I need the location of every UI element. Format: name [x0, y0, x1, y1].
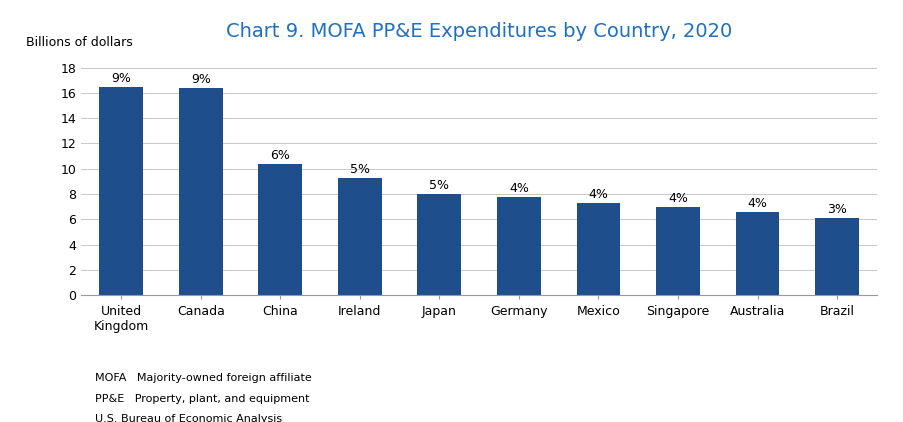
- Text: 9%: 9%: [111, 72, 131, 85]
- Text: 3%: 3%: [826, 203, 846, 216]
- Text: 4%: 4%: [667, 192, 687, 205]
- Bar: [815, 218, 858, 295]
- Bar: [576, 203, 619, 295]
- Bar: [99, 87, 143, 295]
- Text: 9%: 9%: [191, 73, 210, 86]
- Text: 6%: 6%: [270, 149, 290, 162]
- Bar: [338, 178, 381, 295]
- Text: Billions of dollars: Billions of dollars: [25, 36, 132, 49]
- Text: U.S. Bureau of Economic Analysis: U.S. Bureau of Economic Analysis: [95, 414, 282, 422]
- Bar: [656, 207, 699, 295]
- Bar: [735, 212, 778, 295]
- Text: 4%: 4%: [747, 197, 767, 210]
- Text: MOFA   Majority-owned foreign affiliate: MOFA Majority-owned foreign affiliate: [95, 373, 312, 384]
- Title: Chart 9. MOFA PP&E Expenditures by Country, 2020: Chart 9. MOFA PP&E Expenditures by Count…: [226, 22, 731, 41]
- Text: 5%: 5%: [429, 179, 449, 192]
- Text: PP&E   Property, plant, and equipment: PP&E Property, plant, and equipment: [95, 394, 309, 404]
- Bar: [417, 194, 461, 295]
- Bar: [497, 197, 540, 295]
- Bar: [258, 165, 302, 295]
- Text: 5%: 5%: [349, 163, 369, 176]
- Bar: [179, 88, 222, 295]
- Text: 4%: 4%: [588, 188, 608, 201]
- Text: 4%: 4%: [508, 182, 528, 195]
